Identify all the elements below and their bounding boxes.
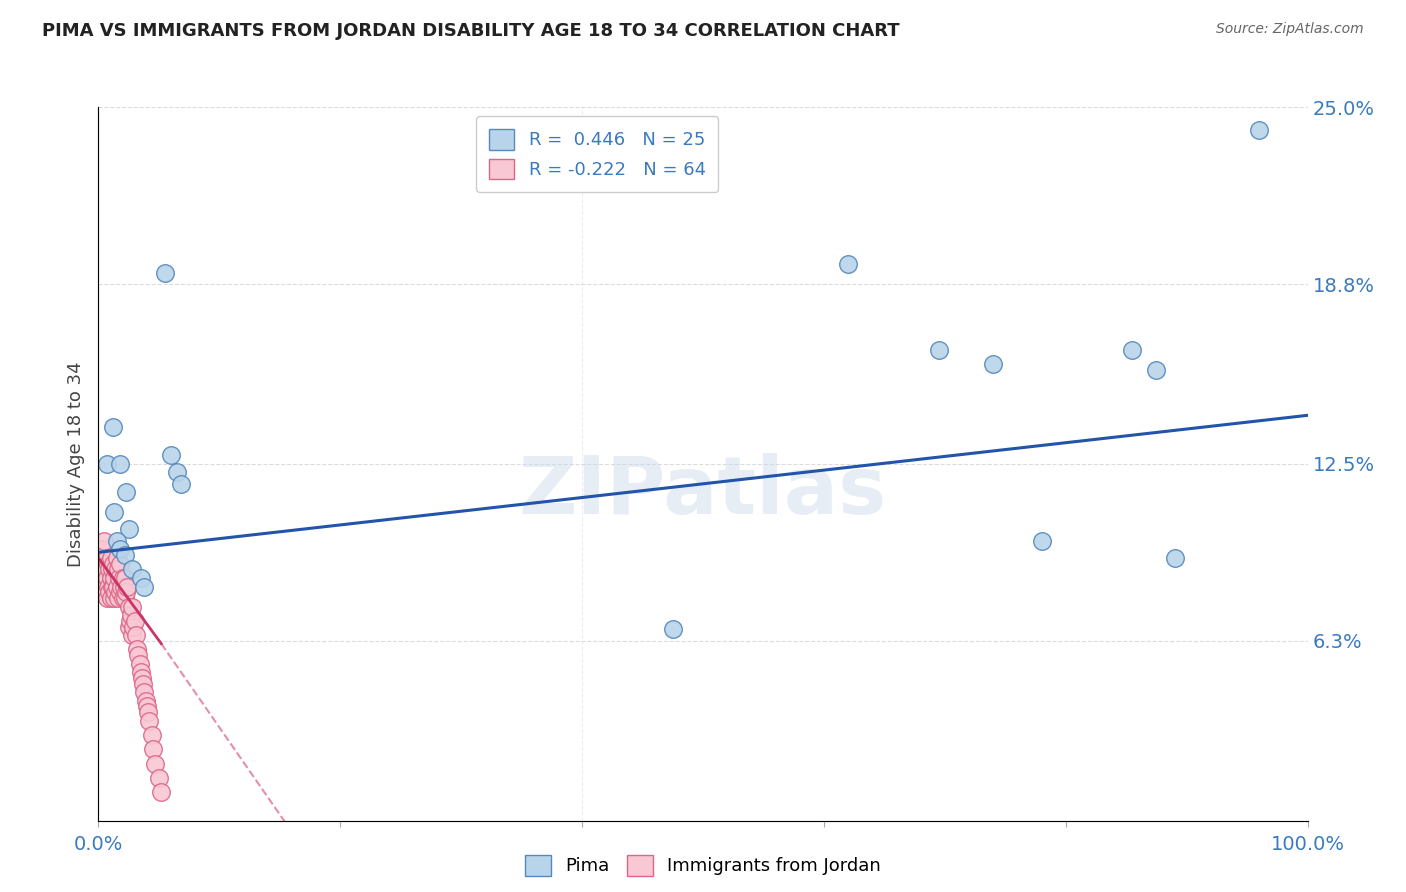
Point xyxy=(128,657,150,671)
Point xyxy=(104,585,127,599)
Point xyxy=(100,562,122,576)
Point xyxy=(104,562,127,576)
Point xyxy=(169,476,191,491)
Y-axis label: Disability Age 18 to 34: Disability Age 18 to 34 xyxy=(67,361,86,566)
Legend: Pima, Immigrants from Jordan: Pima, Immigrants from Jordan xyxy=(517,847,889,883)
Point xyxy=(117,580,139,594)
Point xyxy=(115,585,138,599)
Point xyxy=(150,785,173,799)
Point xyxy=(98,562,121,576)
Point xyxy=(981,357,1004,371)
Point xyxy=(100,591,122,605)
Point xyxy=(114,571,136,585)
Point xyxy=(105,551,128,566)
Point xyxy=(111,571,134,585)
Point xyxy=(96,571,118,585)
Point xyxy=(121,562,143,576)
Point xyxy=(103,591,125,605)
Point xyxy=(114,548,136,562)
Point xyxy=(138,714,160,728)
Point xyxy=(166,466,188,480)
Point xyxy=(94,562,117,576)
Point xyxy=(112,580,135,594)
Point xyxy=(93,533,115,548)
Point xyxy=(98,585,121,599)
Point xyxy=(120,608,142,623)
Point xyxy=(108,457,131,471)
Point xyxy=(160,448,183,462)
Point xyxy=(96,551,118,566)
Point xyxy=(662,623,685,637)
Point xyxy=(101,557,124,571)
Point xyxy=(1249,123,1271,137)
Point xyxy=(125,628,148,642)
Point xyxy=(1121,343,1143,357)
Text: ZIPatlas: ZIPatlas xyxy=(519,453,887,532)
Point xyxy=(114,591,136,605)
Point xyxy=(110,580,132,594)
Point xyxy=(108,585,131,599)
Point xyxy=(108,557,131,571)
Point xyxy=(118,599,141,614)
Point xyxy=(1031,533,1053,548)
Point xyxy=(124,614,146,628)
Point xyxy=(134,685,156,699)
Point xyxy=(107,562,129,576)
Point xyxy=(122,619,145,633)
Point xyxy=(96,457,118,471)
Point xyxy=(127,642,149,657)
Point xyxy=(141,728,163,742)
Point xyxy=(135,699,157,714)
Point xyxy=(96,591,118,605)
Point xyxy=(132,676,155,690)
Point xyxy=(1146,362,1168,376)
Point xyxy=(118,614,141,628)
Point xyxy=(118,619,141,633)
Point xyxy=(129,571,152,585)
Point xyxy=(108,571,131,585)
Point xyxy=(115,485,138,500)
Point xyxy=(101,580,124,594)
Point xyxy=(93,557,115,571)
Point xyxy=(91,571,114,585)
Point xyxy=(105,533,128,548)
Point xyxy=(100,580,122,594)
Point xyxy=(1163,551,1185,566)
Point xyxy=(100,551,122,566)
Text: Source: ZipAtlas.com: Source: ZipAtlas.com xyxy=(1216,22,1364,37)
Point xyxy=(101,419,124,434)
Point xyxy=(136,705,159,719)
Point xyxy=(121,599,143,614)
Point xyxy=(135,694,157,708)
Point xyxy=(91,542,114,557)
Point xyxy=(131,671,153,685)
Point xyxy=(97,557,120,571)
Point xyxy=(148,771,170,785)
Point xyxy=(107,591,129,605)
Point xyxy=(142,742,165,756)
Point xyxy=(129,665,152,680)
Point xyxy=(134,580,156,594)
Point xyxy=(143,756,166,771)
Point xyxy=(928,343,950,357)
Point xyxy=(103,505,125,519)
Point xyxy=(94,585,117,599)
Point xyxy=(153,266,176,280)
Point xyxy=(118,523,141,537)
Point xyxy=(127,648,149,662)
Point xyxy=(837,257,859,271)
Point xyxy=(100,571,122,585)
Text: PIMA VS IMMIGRANTS FROM JORDAN DISABILITY AGE 18 TO 34 CORRELATION CHART: PIMA VS IMMIGRANTS FROM JORDAN DISABILIT… xyxy=(42,22,900,40)
Point xyxy=(121,628,143,642)
Point xyxy=(105,580,128,594)
Point xyxy=(108,542,131,557)
Point xyxy=(97,580,120,594)
Point xyxy=(103,571,125,585)
Point xyxy=(111,591,134,605)
